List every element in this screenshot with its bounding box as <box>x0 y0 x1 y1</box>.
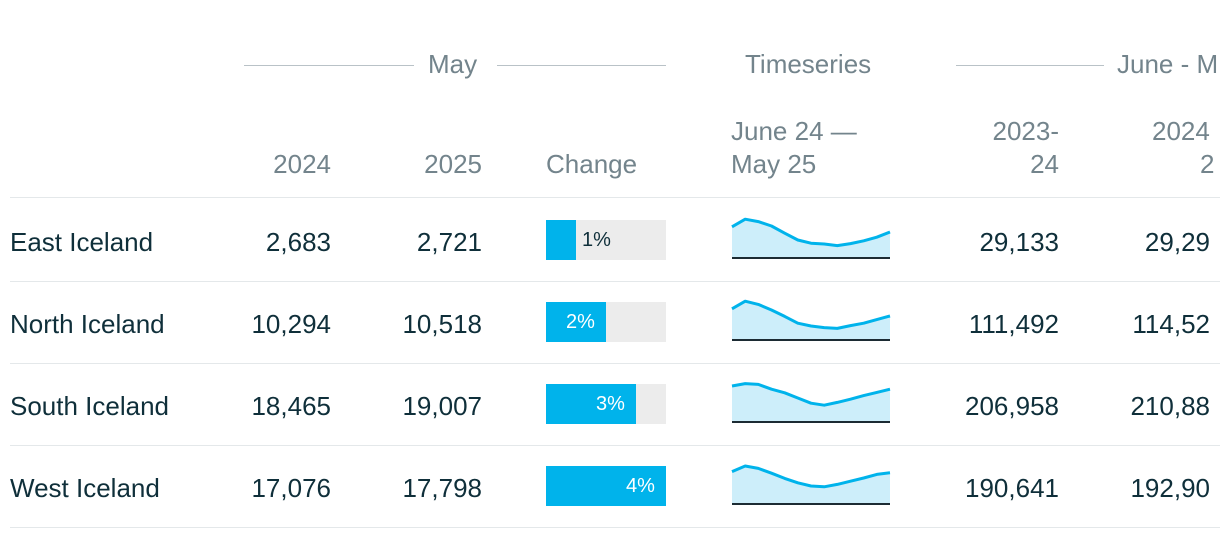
may-group-rule-left <box>244 65 414 66</box>
sparkline <box>731 464 891 505</box>
value-period1: 111,492 <box>968 309 1059 339</box>
change-bar-fill <box>546 220 576 260</box>
value-2024: 2,683 <box>265 227 331 257</box>
sparkline-area <box>732 383 890 422</box>
sparkline-line <box>731 217 891 248</box>
value-2024: 17,076 <box>251 473 331 503</box>
change-bar-track: 1% <box>546 220 666 260</box>
col-header-timeseries-line1: June 24 — <box>731 116 857 146</box>
change-bar-fill <box>546 302 606 342</box>
col-header-2024: 2024 <box>273 149 331 179</box>
value-period1: 29,133 <box>979 227 1059 257</box>
header-separator <box>10 197 1220 198</box>
change-bar-label: 4% <box>626 475 655 497</box>
change-bar-track: 2% <box>546 302 666 342</box>
col-header-change: Change <box>546 149 638 179</box>
value-period2: 29,29 <box>1144 227 1210 257</box>
value-2025: 17,798 <box>402 473 482 503</box>
june-group-rule-left <box>956 65 1104 66</box>
region-label: East Iceland <box>10 227 154 257</box>
june-group-label: June - M <box>1117 49 1219 79</box>
sparkline <box>731 217 891 259</box>
change-bar-fill <box>546 466 666 506</box>
value-period1: 206,958 <box>965 391 1059 421</box>
may-group-label: May <box>428 49 478 79</box>
col-header-period1-line2: 24 <box>1030 149 1059 179</box>
change-bar-label: 3% <box>596 393 625 415</box>
sparkline-area <box>732 466 890 504</box>
sparkline-line <box>731 299 891 330</box>
col-header-timeseries-line2: May 25 <box>731 149 817 179</box>
col-header-period2-line1: 2024 <box>1152 116 1210 146</box>
change-bar-track: 3% <box>546 384 666 424</box>
region-label: West Iceland <box>10 473 160 503</box>
may-group-rule-right <box>497 65 666 66</box>
sparkline-line <box>731 464 891 489</box>
change-bar-track: 4% <box>546 466 666 506</box>
sparkline-area <box>732 301 890 340</box>
sparkline-area <box>732 219 890 258</box>
region-label: South Iceland <box>10 391 170 421</box>
value-2025: 2,721 <box>416 227 482 257</box>
timeseries-group-label: Timeseries <box>745 49 872 79</box>
sparkline <box>731 382 891 423</box>
sparkline-line <box>731 382 891 407</box>
row-separator <box>10 281 1220 282</box>
row-separator <box>10 445 1220 446</box>
value-2025: 19,007 <box>402 391 482 421</box>
value-2024: 18,465 <box>251 391 331 421</box>
col-header-2025: 2025 <box>424 149 482 179</box>
value-period1: 190,641 <box>965 473 1059 503</box>
row-separator <box>10 363 1220 364</box>
change-bar-label: 2% <box>566 311 595 333</box>
sparkline <box>731 299 891 341</box>
change-bar-label: 1% <box>582 229 611 251</box>
value-2024: 10,294 <box>251 309 331 339</box>
col-header-period1-line1: 2023- <box>992 116 1060 146</box>
row-separator <box>10 527 1220 528</box>
value-period2: 192,90 <box>1130 473 1210 503</box>
value-period2: 114,52 <box>1132 309 1210 339</box>
value-period2: 210,88 <box>1130 391 1210 421</box>
col-header-period2-line2: 2 <box>1200 149 1215 179</box>
region-label: North Iceland <box>10 309 165 339</box>
value-2025: 10,518 <box>402 309 482 339</box>
change-bar-fill <box>546 384 636 424</box>
